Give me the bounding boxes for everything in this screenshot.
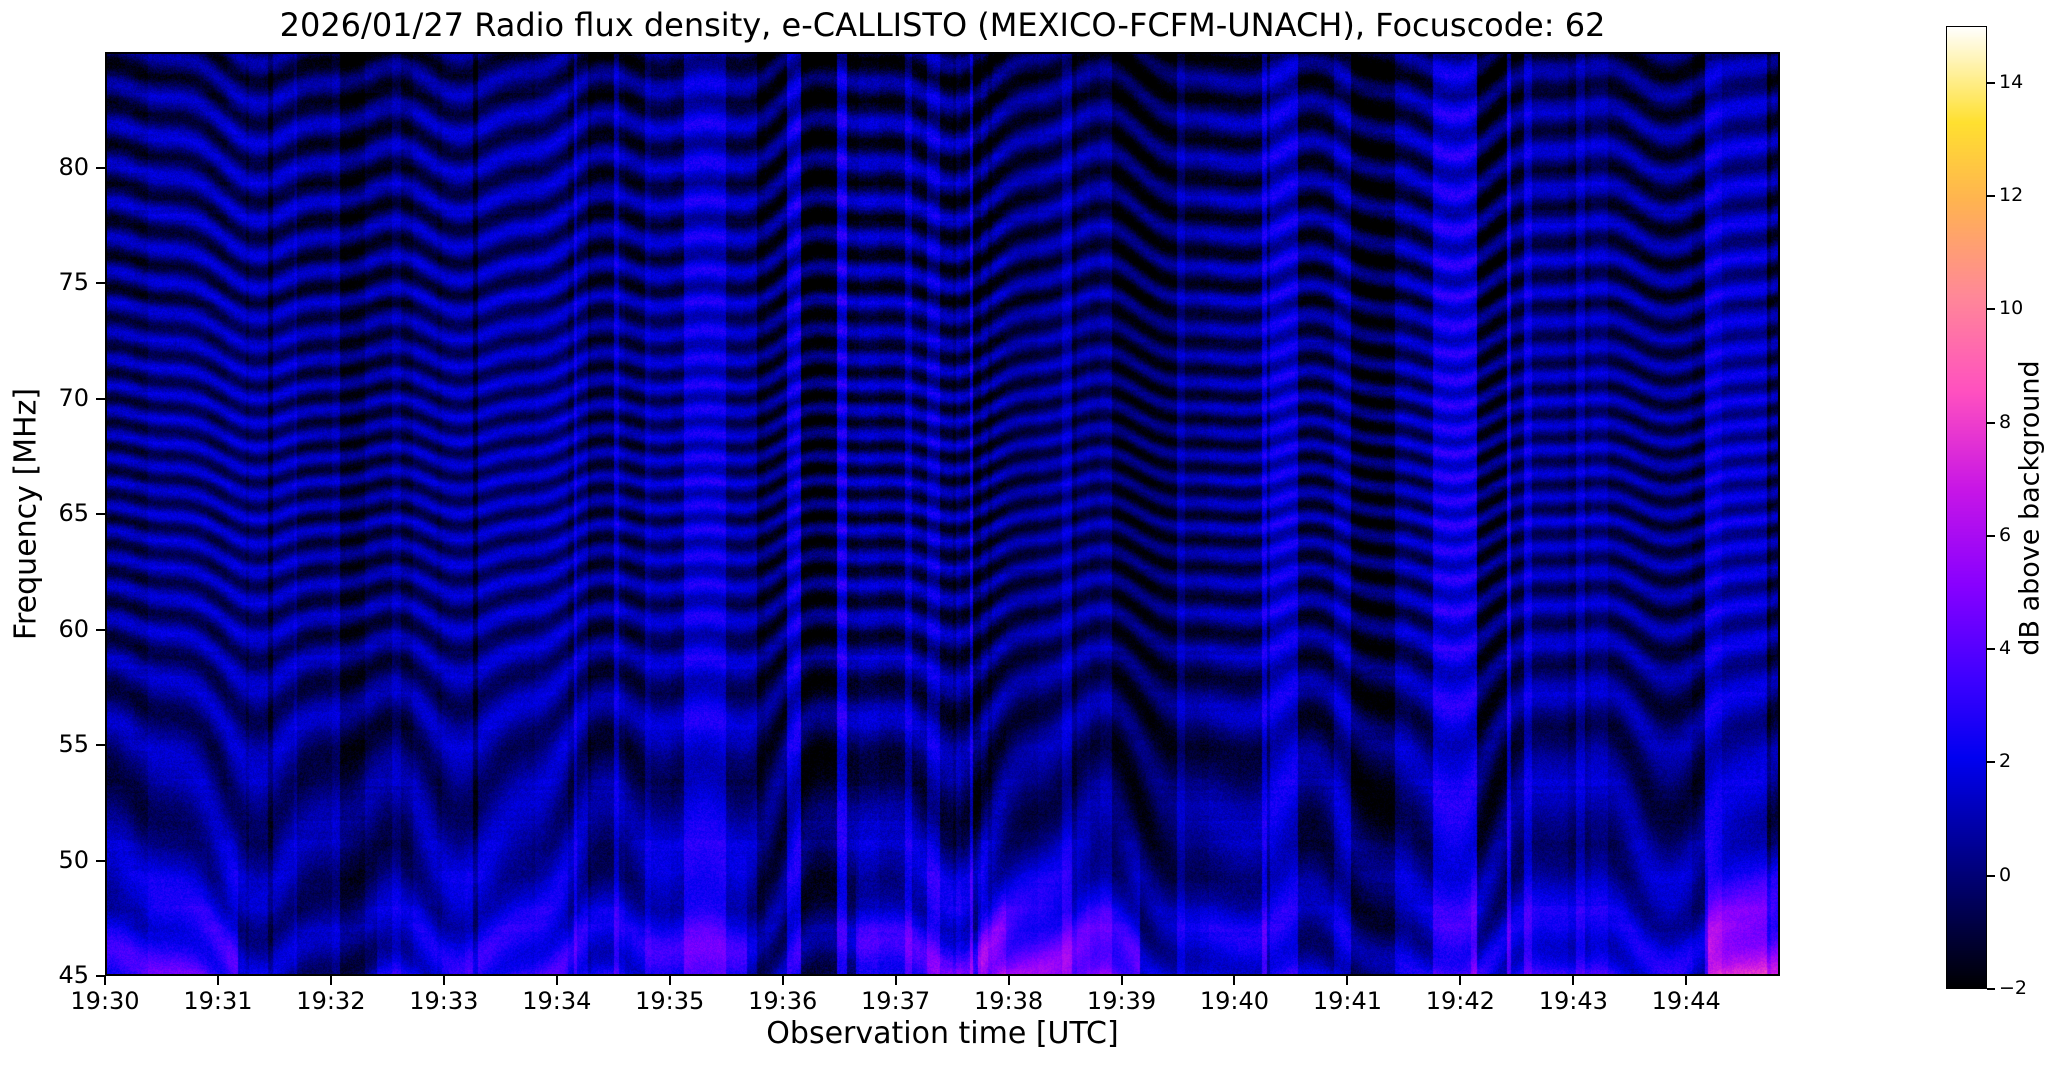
x-tick-mark xyxy=(1459,976,1462,985)
colorbar-tick-label: 10 xyxy=(1999,297,2024,320)
x-tick-label: 19:44 xyxy=(1651,987,1721,1015)
colorbar-tick-label: 0 xyxy=(1999,863,2012,886)
colorbar-tick-mark xyxy=(1987,534,1995,537)
y-tick-label: 65 xyxy=(58,499,89,527)
x-axis-label: Observation time [UTC] xyxy=(766,1016,1119,1051)
colorbar-tick-mark xyxy=(1987,308,1995,311)
colorbar-tick-label: 8 xyxy=(1999,410,2012,433)
y-tick-mark xyxy=(96,166,105,169)
x-tick-label: 19:35 xyxy=(635,987,705,1015)
x-tick-label: 19:33 xyxy=(409,987,479,1015)
x-tick-mark xyxy=(1007,976,1010,985)
chart-title: 2026/01/27 Radio flux density, e-CALLIST… xyxy=(279,6,1606,44)
x-tick-label: 19:38 xyxy=(973,987,1044,1015)
y-tick-mark xyxy=(96,975,105,977)
colorbar-tick-mark xyxy=(1987,648,1995,651)
x-tick-label: 19:40 xyxy=(1199,987,1270,1015)
x-tick-mark xyxy=(1120,976,1123,985)
y-tick-mark xyxy=(96,282,105,284)
colorbar-label: dB above background xyxy=(2014,360,2046,656)
y-tick-label: 75 xyxy=(58,268,89,296)
x-tick-mark xyxy=(442,976,445,985)
x-tick-label: 19:39 xyxy=(1086,987,1157,1015)
colorbar-tick-label: 2 xyxy=(1999,750,2012,773)
x-tick-mark xyxy=(1685,976,1688,985)
colorbar-tick-mark xyxy=(1987,81,1995,84)
colorbar-tick-mark xyxy=(1987,988,1995,990)
y-tick-label: 80 xyxy=(58,152,89,181)
x-tick-mark xyxy=(668,976,671,985)
colorbar xyxy=(1946,26,1987,989)
y-tick-label: 50 xyxy=(58,845,89,874)
colorbar-tick-label: −2 xyxy=(1999,977,2028,999)
x-tick-label: 19:41 xyxy=(1312,987,1382,1015)
x-tick-mark xyxy=(1346,976,1349,985)
x-tick-mark xyxy=(894,976,897,985)
y-tick-mark xyxy=(96,744,105,746)
y-tick-mark xyxy=(96,513,105,515)
colorbar-tick-mark xyxy=(1987,194,1995,197)
colorbar-tick-label: 4 xyxy=(1999,637,2012,660)
x-tick-mark xyxy=(781,976,784,985)
x-tick-label: 19:37 xyxy=(861,987,931,1015)
x-tick-label: 19:34 xyxy=(522,987,592,1015)
x-tick-label: 19:30 xyxy=(70,987,140,1015)
colorbar-tick-mark xyxy=(1987,421,1995,424)
x-tick-mark xyxy=(555,976,558,985)
x-tick-mark xyxy=(1572,976,1575,985)
x-tick-mark xyxy=(329,976,332,985)
colorbar-tick-mark xyxy=(1987,761,1995,764)
colorbar-gradient xyxy=(1946,26,1987,989)
x-tick-mark xyxy=(104,976,106,985)
x-tick-label: 19:43 xyxy=(1538,987,1608,1015)
y-tick-label: 45 xyxy=(58,961,89,989)
x-tick-label: 19:36 xyxy=(748,987,818,1015)
y-tick-label: 55 xyxy=(58,730,89,758)
y-tick-label: 60 xyxy=(58,614,89,643)
y-tick-mark xyxy=(96,397,105,400)
x-tick-mark xyxy=(216,976,219,985)
colorbar-tick-label: 14 xyxy=(1999,70,2024,93)
plot-area xyxy=(105,52,1780,976)
y-tick-label: 70 xyxy=(58,383,89,412)
colorbar-tick-mark xyxy=(1987,874,1995,877)
colorbar-tick-label: 6 xyxy=(1999,523,2012,546)
x-tick-label: 19:31 xyxy=(183,987,253,1015)
spectrogram-heatmap xyxy=(105,52,1780,976)
x-tick-mark xyxy=(1233,976,1236,985)
y-tick-mark xyxy=(96,859,105,862)
x-tick-label: 19:32 xyxy=(296,987,366,1015)
colorbar-tick-label: 12 xyxy=(1999,183,2024,206)
x-tick-label: 19:42 xyxy=(1425,987,1495,1015)
y-tick-mark xyxy=(96,628,105,631)
